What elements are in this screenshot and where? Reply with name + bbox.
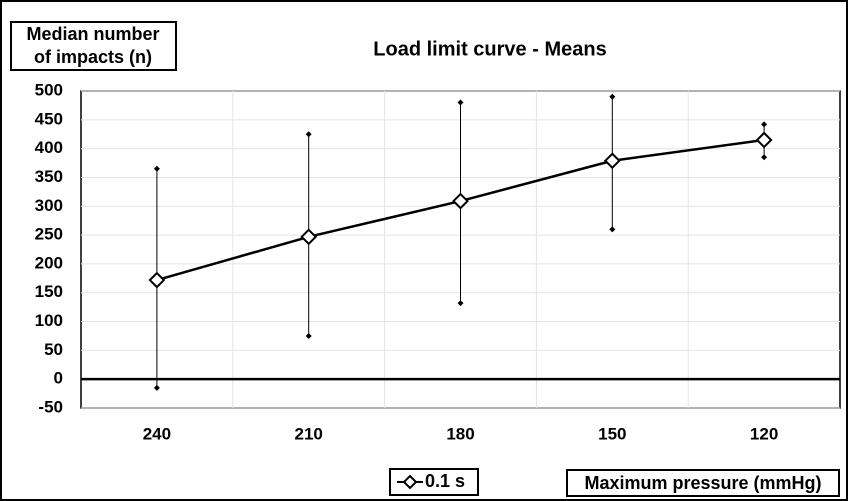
marker (452, 192, 469, 210)
y-tick-label: 150 (35, 282, 63, 301)
error-cap (153, 384, 160, 391)
error-cap (305, 131, 312, 138)
legend-label: 0.1 s (425, 471, 465, 491)
y-tick-label: 350 (35, 167, 63, 186)
chart-title: Load limit curve - Means (373, 38, 606, 60)
x-tick-label: 240 (143, 424, 171, 443)
y-tick-label: 200 (35, 253, 63, 272)
error-cap (457, 99, 464, 106)
legend-marker (402, 474, 418, 490)
y-tick-label: 450 (35, 109, 63, 128)
y-tick-label: 250 (35, 225, 63, 244)
marker (603, 152, 621, 170)
x-tick-label: 210 (295, 424, 323, 443)
error-cap (305, 332, 312, 339)
y-tick-label: -50 (38, 397, 63, 416)
x-tick-label: 120 (750, 424, 778, 443)
error-cap (609, 226, 616, 233)
y-tick-label: 300 (35, 196, 63, 215)
y-tick-label: 50 (44, 340, 63, 359)
y-axis-label: of impacts (n) (34, 47, 152, 67)
x-label-box (566, 469, 840, 497)
error-cap (761, 121, 768, 128)
marker (755, 131, 773, 149)
y-tick-label: 0 (54, 369, 63, 388)
error-cap (457, 300, 464, 307)
y-tick-label: 100 (35, 311, 63, 330)
marker (148, 271, 166, 289)
y-label-box (10, 21, 177, 71)
error-cap (761, 154, 768, 161)
y-tick-label: 400 (35, 138, 63, 157)
x-tick-label: 150 (598, 424, 626, 443)
x-tick-label: 180 (446, 424, 474, 443)
y-axis-label: Median number (26, 24, 159, 44)
y-tick-label: 500 (35, 80, 63, 99)
error-cap (153, 165, 160, 172)
x-axis-label: Maximum pressure (mmHg) (584, 473, 821, 493)
error-cap (609, 93, 616, 100)
marker (300, 228, 318, 246)
